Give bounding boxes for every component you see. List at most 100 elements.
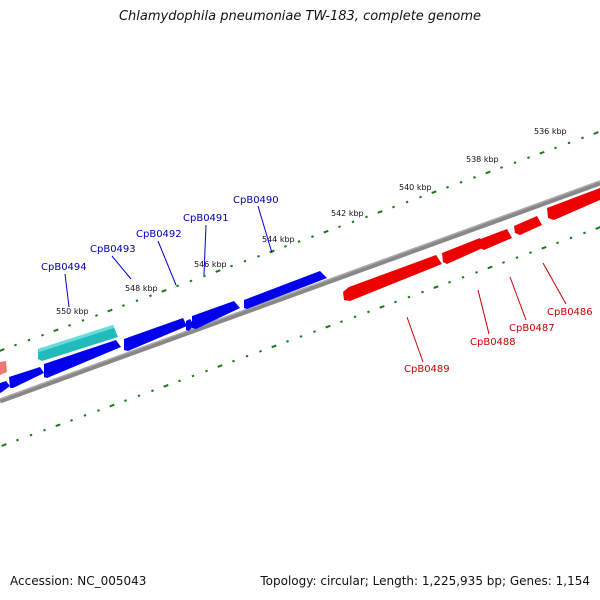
- inner-track-major-tick: [433, 285, 439, 289]
- gene-arrow-cpb0486[interactable]: [514, 216, 542, 235]
- inner-track-major-tick: [595, 226, 600, 230]
- outer-track-minor-tick: [95, 314, 98, 317]
- outer-track-minor-tick: [230, 264, 233, 268]
- inner-track-minor-tick: [137, 394, 141, 398]
- map-title: Chlamydophila pneumoniae TW-183, complet…: [118, 9, 482, 24]
- gene-arrow-cpb0490[interactable]: [244, 271, 327, 309]
- tick-label-550: 550 kbp: [56, 307, 89, 316]
- outer-track-minor-tick: [297, 240, 301, 243]
- inner-track-minor-tick: [529, 251, 532, 255]
- outer-track-minor-tick: [405, 200, 409, 204]
- outer-track-minor-tick: [554, 146, 557, 150]
- outer-track-major-tick: [215, 269, 221, 273]
- inner-track-minor-tick: [515, 256, 519, 259]
- gene-label-cpb0491[interactable]: CpB0491: [183, 213, 229, 224]
- outer-track-minor-tick: [567, 141, 571, 145]
- outer-track-major-tick: [0, 348, 5, 352]
- gene-arrow-cpb0487[interactable]: [478, 229, 512, 250]
- inner-track-minor-tick: [178, 379, 181, 383]
- inner-track-major-tick: [217, 364, 223, 368]
- gene-arrow-cpb0489[interactable]: [343, 255, 442, 301]
- outer-track-major-tick: [107, 308, 113, 313]
- outer-track-minor-tick: [500, 166, 503, 169]
- inner-track-minor-tick: [286, 340, 289, 343]
- tick-label-536: 536 kbp: [534, 127, 567, 136]
- inner-tick-track: [1, 226, 600, 447]
- inner-track-major-tick: [541, 245, 547, 250]
- tick-label-548: 548 kbp: [125, 284, 158, 293]
- inner-track-minor-tick: [313, 330, 316, 333]
- outer-track-minor-tick: [581, 136, 584, 140]
- tick-label-544: 544 kbp: [262, 235, 295, 244]
- reverse-strand-genes: [343, 188, 600, 301]
- outer-track-minor-tick: [189, 279, 193, 283]
- outer-track-major-tick: [323, 229, 329, 234]
- outer-track-major-tick: [593, 131, 599, 135]
- inner-track-major-tick: [487, 265, 493, 270]
- inner-track-minor-tick: [83, 414, 87, 417]
- gene-arrow-cpb0495[interactable]: [9, 367, 44, 388]
- gene-arrow-rna-highlight: [38, 325, 114, 352]
- inner-track-minor-tick: [583, 231, 586, 235]
- gene-labels: CpB0494 CpB0493 CpB0492 CpB0491 CpB0490 …: [41, 195, 593, 375]
- genome-backbone: [0, 180, 600, 404]
- gene-label-cpb0489[interactable]: CpB0489: [404, 364, 450, 375]
- inner-track-major-tick: [163, 384, 169, 388]
- inner-track-minor-tick: [394, 300, 397, 304]
- gene-arrow-rna[interactable]: [38, 325, 118, 361]
- inner-track-minor-tick: [299, 335, 303, 338]
- inner-track-minor-tick: [29, 433, 33, 437]
- gene-label-cpb0494[interactable]: CpB0494: [41, 262, 87, 273]
- gene-arrow-cpb0488[interactable]: [442, 238, 485, 264]
- gene-arrow-right-edge[interactable]: [547, 188, 600, 220]
- inner-track-minor-tick: [16, 438, 19, 442]
- label-connectors: [64, 205, 567, 363]
- gene-arrow-left-edge[interactable]: [0, 381, 10, 393]
- gene-arrow-pink[interactable]: [0, 361, 7, 375]
- inner-track-major-tick: [325, 324, 331, 329]
- outer-track-minor-tick: [135, 299, 139, 303]
- inner-track-minor-tick: [367, 310, 370, 314]
- inner-track-minor-tick: [205, 369, 208, 373]
- outer-track-minor-tick: [149, 294, 152, 298]
- inner-track-minor-tick: [407, 295, 411, 299]
- gene-label-cpb0492[interactable]: CpB0492: [136, 229, 182, 240]
- outer-track-major-tick: [377, 210, 383, 214]
- gene-label-cpb0490[interactable]: CpB0490: [233, 195, 279, 206]
- outer-track-minor-tick: [203, 274, 206, 278]
- gene-arrow-cpb0494[interactable]: [44, 340, 121, 378]
- outer-track-minor-tick: [284, 245, 287, 248]
- gene-label-cpb0488[interactable]: CpB0488: [470, 337, 516, 348]
- inner-track-minor-tick: [245, 354, 249, 358]
- inner-track-minor-tick: [191, 374, 195, 378]
- outer-tick-track: [0, 131, 599, 352]
- outer-track-minor-tick: [513, 161, 517, 164]
- outer-track-minor-tick: [243, 259, 247, 263]
- inner-track-major-tick: [379, 305, 385, 309]
- inner-track-minor-tick: [340, 320, 343, 324]
- outer-track-minor-tick: [351, 220, 355, 224]
- outer-track-minor-tick: [392, 205, 395, 209]
- outer-track-minor-tick: [473, 176, 476, 179]
- outer-track-minor-tick: [527, 156, 530, 160]
- inner-track-minor-tick: [353, 315, 357, 319]
- inner-track-minor-tick: [448, 280, 451, 284]
- outer-track-minor-tick: [257, 254, 260, 258]
- gene-label-cpb0487[interactable]: CpB0487: [509, 323, 555, 334]
- topology-text: Topology: circular; Length: 1,225,935 bp…: [260, 574, 590, 588]
- outer-track-major-tick: [485, 170, 491, 175]
- gene-label-cpb0486[interactable]: CpB0486: [547, 307, 593, 318]
- inner-track-minor-tick: [97, 409, 100, 412]
- inner-track-major-tick: [109, 403, 115, 408]
- inner-track-minor-tick: [502, 261, 505, 264]
- gene-label-cpb0493[interactable]: CpB0493: [90, 244, 136, 255]
- inner-track-minor-tick: [421, 290, 424, 294]
- inner-track-minor-tick: [259, 349, 262, 353]
- gene-arrow-cpb0493[interactable]: [124, 318, 187, 351]
- outer-track-minor-tick: [27, 338, 31, 342]
- inner-track-minor-tick: [151, 389, 154, 393]
- gene-arrow-cpb0492[interactable]: [192, 301, 240, 329]
- inner-track-major-tick: [1, 443, 7, 447]
- outer-track-major-tick: [161, 289, 167, 293]
